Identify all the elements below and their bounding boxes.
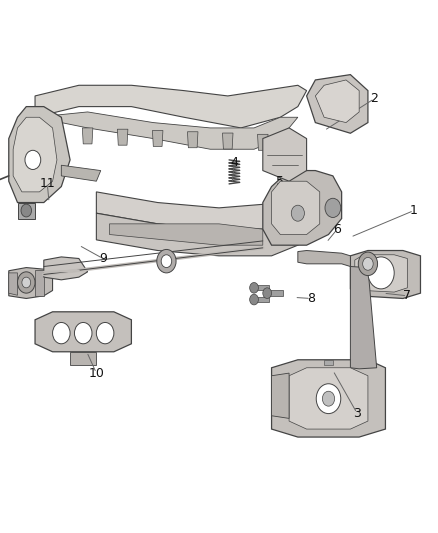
- Polygon shape: [110, 224, 263, 245]
- Circle shape: [363, 257, 373, 270]
- Polygon shape: [82, 128, 93, 144]
- Polygon shape: [96, 213, 324, 256]
- Polygon shape: [35, 85, 307, 128]
- Circle shape: [358, 252, 378, 276]
- Polygon shape: [252, 285, 269, 290]
- Text: 7: 7: [403, 289, 411, 302]
- Polygon shape: [187, 132, 198, 148]
- Polygon shape: [263, 128, 307, 181]
- Polygon shape: [307, 75, 368, 133]
- Circle shape: [263, 288, 272, 298]
- Polygon shape: [13, 117, 57, 192]
- Polygon shape: [258, 134, 268, 150]
- Polygon shape: [9, 268, 53, 298]
- Polygon shape: [44, 257, 88, 280]
- Circle shape: [96, 322, 114, 344]
- Text: 9: 9: [99, 252, 107, 265]
- Polygon shape: [289, 368, 368, 429]
- Circle shape: [161, 255, 172, 268]
- Polygon shape: [96, 192, 324, 229]
- Text: 4: 4: [230, 156, 238, 169]
- Text: 6: 6: [333, 223, 341, 236]
- Circle shape: [316, 384, 341, 414]
- Circle shape: [21, 204, 32, 217]
- Circle shape: [250, 282, 258, 293]
- Circle shape: [291, 205, 304, 221]
- Polygon shape: [350, 251, 420, 298]
- Polygon shape: [350, 266, 377, 369]
- Circle shape: [25, 150, 41, 169]
- Text: 2: 2: [371, 92, 378, 105]
- Circle shape: [325, 198, 341, 217]
- Text: 8: 8: [307, 292, 315, 305]
- Circle shape: [322, 391, 335, 406]
- Polygon shape: [272, 181, 320, 235]
- Circle shape: [250, 294, 258, 305]
- Polygon shape: [18, 203, 35, 219]
- Circle shape: [74, 322, 92, 344]
- Polygon shape: [315, 80, 359, 123]
- Polygon shape: [355, 255, 407, 292]
- Circle shape: [157, 249, 176, 273]
- Polygon shape: [252, 297, 269, 302]
- Circle shape: [22, 277, 31, 288]
- Polygon shape: [61, 165, 101, 181]
- Polygon shape: [272, 373, 289, 418]
- Polygon shape: [35, 270, 44, 296]
- Circle shape: [368, 257, 394, 289]
- Polygon shape: [35, 112, 298, 149]
- Polygon shape: [223, 133, 233, 149]
- Text: 3: 3: [353, 407, 361, 419]
- Text: 1: 1: [410, 204, 418, 217]
- Polygon shape: [265, 290, 283, 296]
- Polygon shape: [117, 129, 128, 145]
- Polygon shape: [324, 360, 333, 365]
- Text: 10: 10: [88, 367, 104, 379]
- Circle shape: [18, 272, 35, 293]
- Polygon shape: [9, 273, 18, 295]
- Polygon shape: [70, 352, 96, 365]
- Polygon shape: [272, 360, 385, 437]
- Text: 5: 5: [276, 175, 284, 188]
- Polygon shape: [152, 131, 163, 147]
- Polygon shape: [263, 171, 342, 245]
- Text: 11: 11: [39, 177, 55, 190]
- Polygon shape: [35, 312, 131, 352]
- Polygon shape: [9, 107, 70, 203]
- Polygon shape: [298, 251, 350, 266]
- Circle shape: [53, 322, 70, 344]
